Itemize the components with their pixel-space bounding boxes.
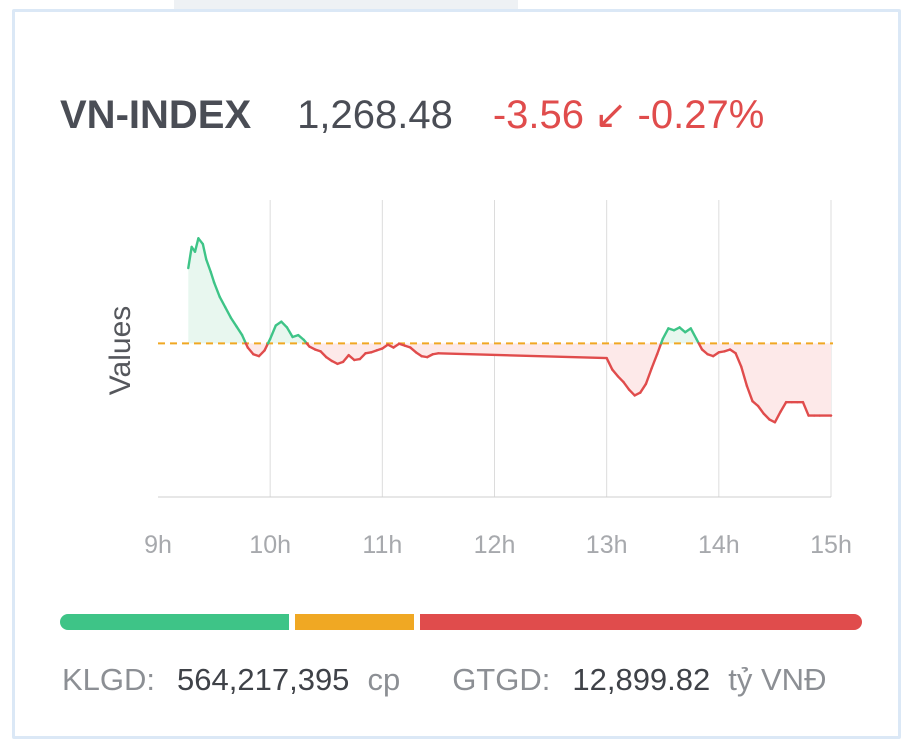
x-tick-label: 13h: [586, 531, 628, 559]
price-segment: [773, 410, 782, 424]
price-segment: [605, 356, 614, 371]
price-segment: [280, 320, 289, 329]
price-segment: [193, 237, 200, 253]
price-line: [187, 237, 833, 424]
price-segment: [341, 354, 350, 364]
price-segment: [212, 281, 221, 298]
index-value: 1,268.48: [297, 93, 453, 137]
price-segment: [240, 333, 248, 345]
price-segment: [187, 245, 193, 270]
intraday-chart: 9h 10h 11h 12h 13h 14h 15h Values: [104, 200, 852, 559]
volume-value: 564,217,395: [177, 662, 350, 697]
price-segment: [650, 353, 659, 370]
price-segment: [779, 400, 788, 413]
price-segment: [700, 348, 709, 356]
value-unit: tỷ VNĐ: [728, 662, 827, 697]
price-segment: [201, 242, 208, 261]
price-segment: [409, 346, 418, 354]
price-segment: [644, 367, 653, 386]
index-change: -3.56 ↙ -0.27%: [493, 92, 764, 138]
up-area-fill: [268, 321, 307, 344]
volume-label: KLGD:: [62, 662, 156, 697]
value-label: GTGD:: [452, 662, 551, 697]
index-header: VN-INDEX 1,268.48 -3.56 ↙ -0.27%: [60, 92, 764, 142]
price-segment: [257, 349, 266, 358]
price-segment: [229, 316, 238, 328]
index-name[interactable]: VN-INDEX: [60, 93, 252, 137]
x-tick-label: 12h: [474, 531, 516, 559]
down-left-arrow-icon: ↙: [594, 93, 628, 137]
up-area-fill: [661, 327, 699, 344]
price-segment: [745, 384, 754, 403]
market-breadth-bar: [60, 614, 862, 630]
price-segment: [611, 368, 620, 378]
x-tick-label: 10h: [249, 531, 291, 559]
change-points: -3.56: [492, 93, 585, 137]
price-segment: [762, 412, 771, 421]
price-segment: [205, 258, 212, 274]
price-segment: [661, 327, 670, 341]
trading-summary: KLGD: 564,217,395 cp GTGD: 12,899.82 tỷ …: [62, 662, 826, 698]
price-segment: [437, 352, 608, 360]
price-segment: [751, 399, 760, 408]
price-segment: [235, 325, 244, 337]
price-segment: [297, 333, 306, 342]
price-segment: [622, 380, 631, 391]
y-axis-label: Values: [104, 306, 137, 396]
price-segment: [246, 346, 255, 356]
advancing-segment: [60, 614, 290, 630]
price-segment: [740, 365, 749, 388]
down-area-fill: [306, 343, 662, 396]
price-segment: [678, 326, 687, 334]
price-segment: [627, 388, 636, 397]
price-segment: [224, 306, 233, 320]
declining-segment: [419, 614, 862, 630]
down-area-fill: [245, 343, 269, 357]
price-segment: [209, 270, 216, 284]
price-segment: [268, 324, 277, 341]
x-tick-label: 11h: [362, 531, 402, 559]
volume-unit: cp: [367, 662, 401, 697]
x-tick-label: 15h: [810, 531, 852, 559]
price-segment: [263, 342, 270, 352]
price-segment: [285, 326, 294, 339]
price-segment: [734, 352, 743, 368]
price-segment: [801, 400, 810, 417]
change-percent: -0.27%: [637, 93, 765, 137]
price-segment: [639, 382, 648, 394]
x-tick-label: 14h: [698, 531, 740, 559]
top-strip: [174, 0, 518, 9]
price-segment: [218, 295, 227, 309]
price-segment: [347, 354, 356, 362]
down-area-fill: [698, 343, 831, 423]
unchanged-segment: [295, 614, 414, 630]
value-value: 12,899.82: [572, 662, 711, 697]
x-tick-labels: 9h 10h 11h 12h 13h 14h 15h: [144, 531, 852, 559]
price-segment: [616, 375, 625, 384]
area-fills: [188, 238, 831, 423]
price-segment: [319, 350, 328, 359]
x-tick-label: 9h: [144, 531, 172, 559]
price-segment: [197, 237, 205, 246]
price-segment: [756, 404, 765, 415]
price-segment: [655, 342, 663, 356]
price-segment: [689, 327, 698, 341]
price-segment: [358, 352, 367, 361]
